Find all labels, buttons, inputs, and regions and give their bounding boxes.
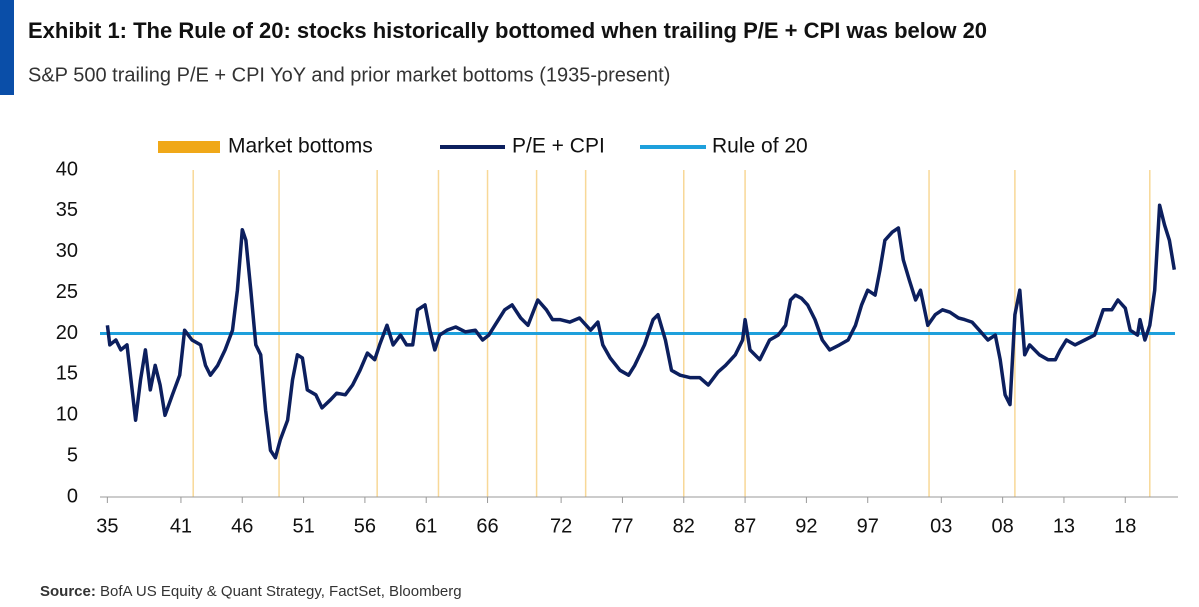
source-label: Source:	[40, 583, 96, 600]
x-tick-label: 82	[673, 515, 695, 537]
y-tick-label: 35	[56, 199, 78, 221]
header-bar	[0, 0, 14, 95]
legend-swatch	[158, 141, 220, 153]
x-tick-label: 13	[1053, 515, 1075, 537]
y-tick-label: 30	[56, 240, 78, 262]
x-tick-label: 41	[170, 515, 192, 537]
x-tick-label: 46	[231, 515, 253, 537]
x-tick-label: 66	[476, 515, 498, 537]
x-tick-label: 03	[930, 515, 952, 537]
y-tick-label: 40	[56, 158, 78, 180]
x-tick-label: 77	[611, 515, 633, 537]
y-tick-label: 25	[56, 281, 78, 303]
x-tick-label: 87	[734, 515, 756, 537]
x-tick-label: 92	[795, 515, 817, 537]
y-tick-label: 10	[56, 404, 78, 426]
legend-label: Market bottoms	[228, 135, 373, 158]
source-text: BofA US Equity & Quant Strategy, FactSet…	[100, 583, 462, 600]
chart-subtitle: S&P 500 trailing P/E + CPI YoY and prior…	[28, 64, 670, 86]
y-tick-label: 5	[67, 444, 78, 466]
x-tick-label: 61	[415, 515, 437, 537]
y-tick-label: 15	[56, 363, 78, 385]
source: Source: BofA US Equity & Quant Strategy,…	[40, 583, 462, 600]
data-line	[105, 203, 1177, 460]
x-tick-label: 35	[96, 515, 118, 537]
y-tick-label: 0	[67, 485, 78, 507]
x-tick-label: 51	[292, 515, 314, 537]
legend-label: Rule of 20	[712, 135, 808, 158]
x-tick-label: 56	[354, 515, 376, 537]
x-tick-label: 72	[550, 515, 572, 537]
y-tick-label: 20	[56, 322, 78, 344]
x-tick-label: 08	[992, 515, 1014, 537]
chart-title: Exhibit 1: The Rule of 20: stocks histor…	[28, 18, 987, 43]
x-tick-label: 18	[1114, 515, 1136, 537]
x-tick-label: 97	[857, 515, 879, 537]
legend-label: P/E + CPI	[512, 135, 605, 158]
